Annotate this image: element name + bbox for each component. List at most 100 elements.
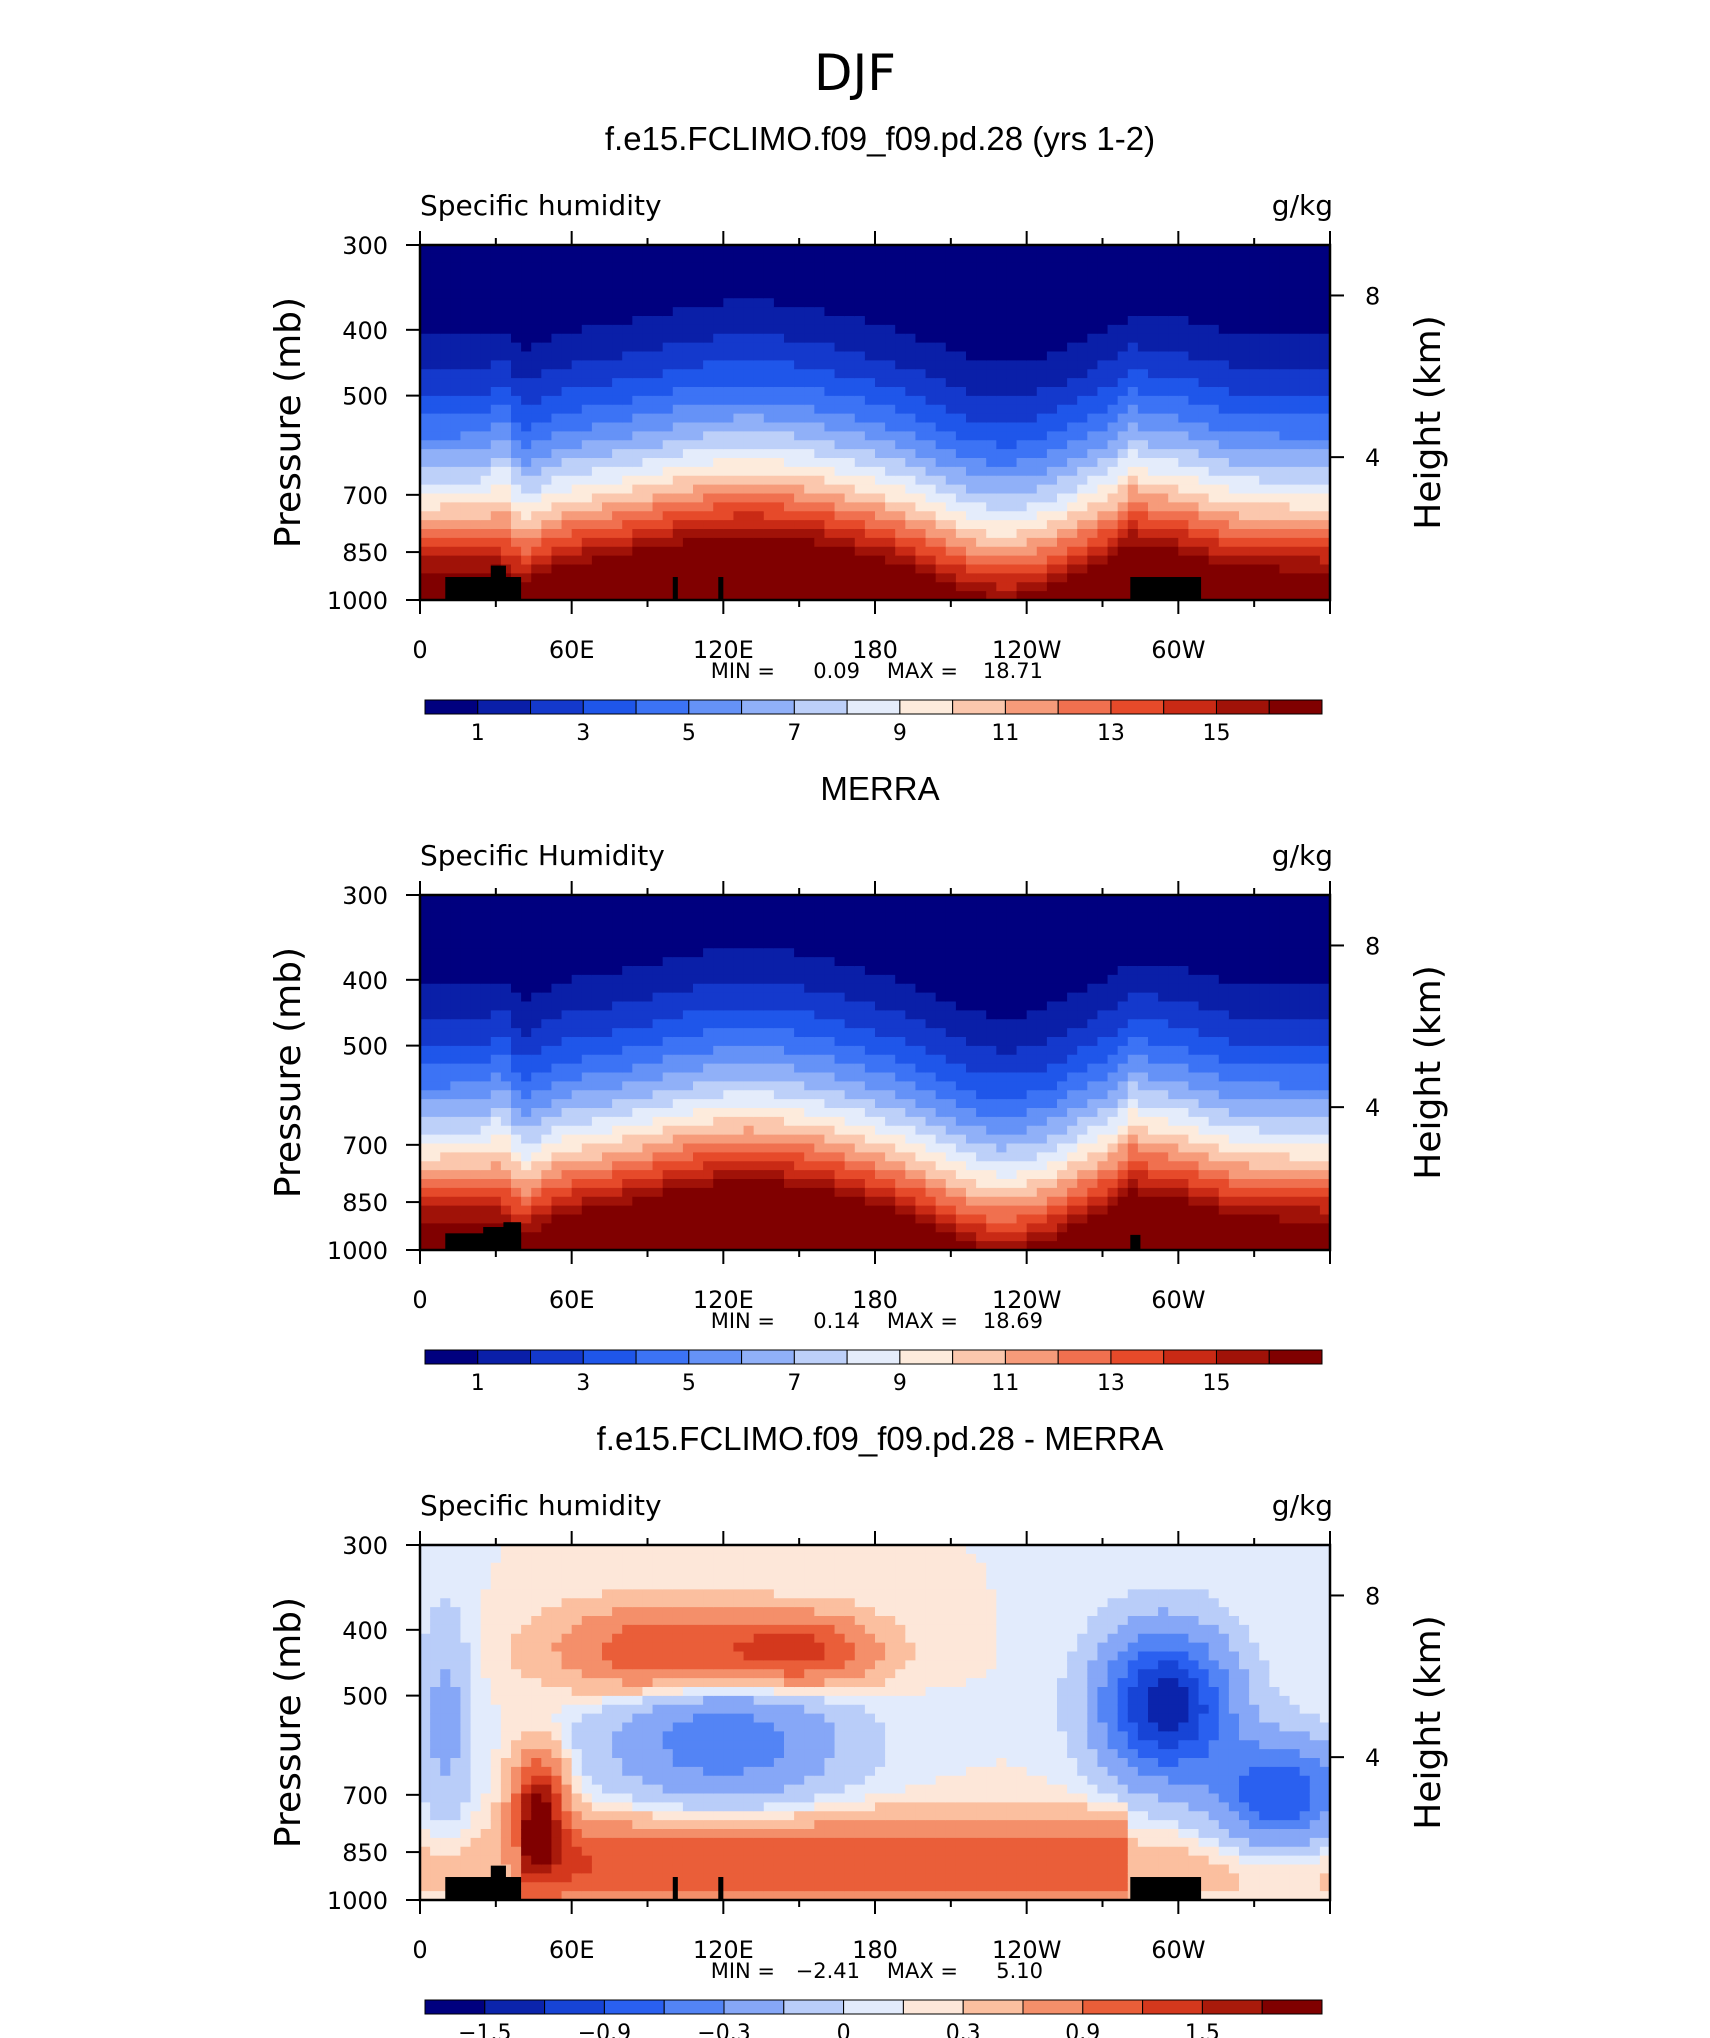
heatmap-cell: [420, 1196, 431, 1207]
heatmap-cell: [693, 948, 704, 958]
heatmap-cell: [1168, 440, 1179, 450]
heatmap-cell: [1319, 555, 1331, 566]
heatmap-cell: [743, 573, 755, 583]
heatmap-cell: [1259, 484, 1270, 495]
heatmap-cell: [1269, 529, 1281, 539]
heatmap-cell: [541, 992, 553, 1003]
heatmap-cell: [581, 475, 593, 486]
heatmap-cell: [1319, 307, 1331, 317]
heatmap-cell: [1279, 351, 1291, 361]
heatmap-cell: [581, 271, 593, 282]
heatmap-cell: [490, 1214, 502, 1224]
heatmap-cell: [450, 484, 462, 495]
heatmap-cell: [1117, 342, 1129, 353]
heatmap-cell: [652, 1196, 664, 1207]
heatmap-cell: [622, 1081, 633, 1091]
heatmap-cell: [763, 271, 775, 282]
heatmap-cell: [733, 529, 745, 539]
heatmap-cell: [784, 511, 795, 521]
heatmap-cell: [511, 484, 522, 495]
heatmap-cell: [521, 289, 532, 299]
heatmap-cell: [814, 546, 826, 557]
heatmap-cell: [642, 1179, 654, 1189]
heatmap-cell: [1046, 475, 1058, 486]
heatmap-cell: [905, 360, 917, 370]
heatmap-cell: [1006, 307, 1018, 317]
heatmap-cell: [511, 1010, 522, 1020]
heatmap-cell: [561, 1152, 573, 1162]
heatmap-cell: [986, 280, 997, 290]
heatmap-cell: [602, 903, 613, 914]
heatmap-cell: [612, 1108, 623, 1118]
heatmap-cell: [693, 449, 704, 459]
heatmap-cell: [531, 948, 542, 958]
heatmap-cell: [561, 262, 573, 273]
heatmap-cell: [1057, 404, 1068, 415]
heatmap-cell: [662, 422, 674, 432]
heatmap-cell: [500, 1072, 512, 1082]
heatmap-cell: [713, 1241, 724, 1251]
heatmap-cell: [824, 333, 836, 344]
heatmap-cell: [1077, 449, 1088, 459]
heatmap-cell: [622, 966, 633, 976]
heatmap-cell: [763, 564, 775, 574]
heatmap-cell: [1249, 591, 1260, 601]
heatmap-cell: [784, 591, 795, 601]
heatmap-cell: [420, 1170, 431, 1180]
heatmap-cell: [440, 1214, 451, 1224]
heatmap-cell: [591, 378, 603, 388]
heatmap-cell: [763, 431, 775, 441]
heatmap-cell: [500, 378, 512, 388]
heatmap-cell: [632, 1214, 644, 1224]
heatmap-cell: [480, 342, 492, 353]
heatmap-cell: [672, 440, 684, 450]
heatmap-cell: [955, 537, 967, 548]
heatmap-cell: [521, 1045, 532, 1056]
heatmap-cell: [773, 316, 785, 326]
heatmap-cell: [1107, 280, 1119, 290]
heatmap-cell: [440, 1081, 451, 1091]
heatmap-cell: [1036, 484, 1048, 495]
heatmap-cell: [521, 1072, 532, 1082]
heatmap-cell: [1127, 431, 1139, 441]
heatmap-cell: [966, 484, 977, 495]
heatmap-cell: [1117, 475, 1129, 486]
heatmap-cell: [976, 440, 987, 450]
heatmap-cell: [1208, 271, 1220, 282]
heatmap-cell: [1057, 298, 1068, 308]
heatmap-cell: [1097, 502, 1109, 512]
heatmap-cell: [642, 404, 654, 415]
heatmap-cell: [612, 1232, 623, 1242]
heatmap-cell: [713, 351, 724, 361]
heatmap-cell: [1137, 333, 1149, 344]
heatmap-cell: [1218, 493, 1230, 503]
heatmap-cell: [480, 351, 492, 361]
heatmap-cell: [581, 493, 593, 503]
heatmap-cell: [804, 413, 815, 424]
heatmap-cell: [571, 1170, 583, 1180]
heatmap-cell: [430, 449, 441, 459]
heatmap-cell: [1006, 324, 1018, 335]
heatmap-cell: [571, 1116, 583, 1127]
heatmap-cell: [531, 1134, 542, 1145]
heatmap-cell: [541, 1063, 553, 1074]
heatmap-cell: [784, 404, 795, 415]
heatmap-cell: [490, 316, 502, 326]
heatmap-cell: [814, 395, 826, 406]
heatmap-cell: [682, 493, 694, 503]
heatmap-cell: [996, 413, 1008, 424]
heatmap-cell: [571, 324, 583, 335]
heatmap-cell: [1137, 378, 1149, 388]
heatmap-cell: [1036, 422, 1048, 432]
heatmap-cell: [531, 1196, 542, 1207]
heatmap-cell: [986, 484, 997, 495]
heatmap-cell: [693, 1232, 704, 1242]
heatmap-cell: [1117, 564, 1129, 574]
heatmap-cell: [632, 404, 644, 415]
heatmap-cell: [1309, 395, 1321, 406]
heatmap-cell: [713, 1187, 724, 1198]
heatmap-cell: [480, 262, 492, 273]
heatmap-cell: [682, 930, 694, 940]
heatmap-cell: [1148, 511, 1159, 521]
heatmap-cell: [1249, 253, 1260, 264]
